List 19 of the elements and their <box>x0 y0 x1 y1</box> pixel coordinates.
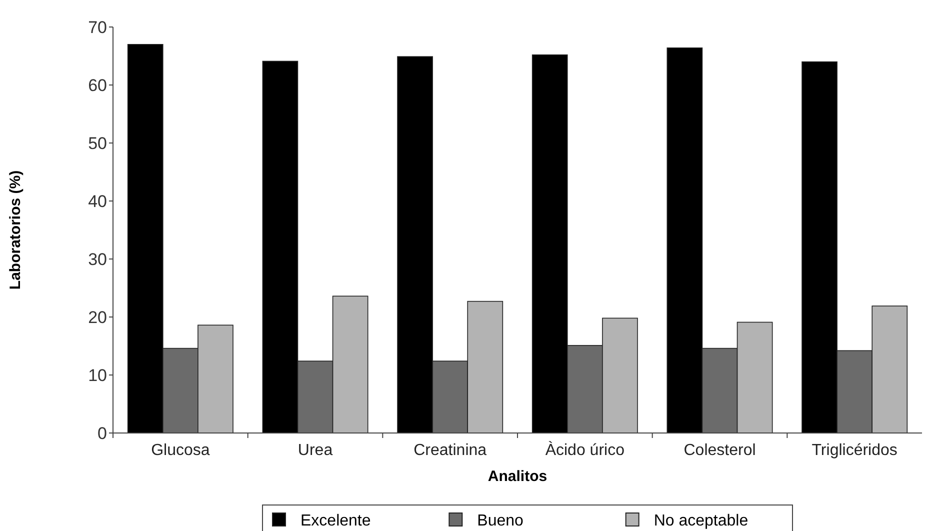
legend-label: Bueno <box>477 512 524 530</box>
y-tick-label: 60 <box>88 76 107 95</box>
legend-label: Excelente <box>300 512 371 530</box>
y-tick-label: 40 <box>88 192 107 211</box>
legend-label: No aceptable <box>654 512 748 530</box>
y-tick-label: 20 <box>88 308 107 327</box>
y-axis-title: Laboratorios (%) <box>7 170 24 290</box>
y-tick-label: 50 <box>88 134 107 153</box>
y-tick-label: 10 <box>88 366 107 385</box>
x-tick-label: Urea <box>298 442 333 459</box>
x-tick-label: Creatinina <box>414 442 487 459</box>
x-tick-label: Àcido úrico <box>545 441 625 459</box>
y-tick-label: 0 <box>98 424 107 443</box>
x-tick-label: Colesterol <box>684 442 756 459</box>
y-tick-label: 70 <box>88 18 107 37</box>
x-tick-label: Triglicéridos <box>812 442 898 459</box>
x-tick-label: Glucosa <box>151 442 210 459</box>
y-tick-label: 30 <box>88 250 107 269</box>
x-axis-title: Analitos <box>488 468 548 485</box>
